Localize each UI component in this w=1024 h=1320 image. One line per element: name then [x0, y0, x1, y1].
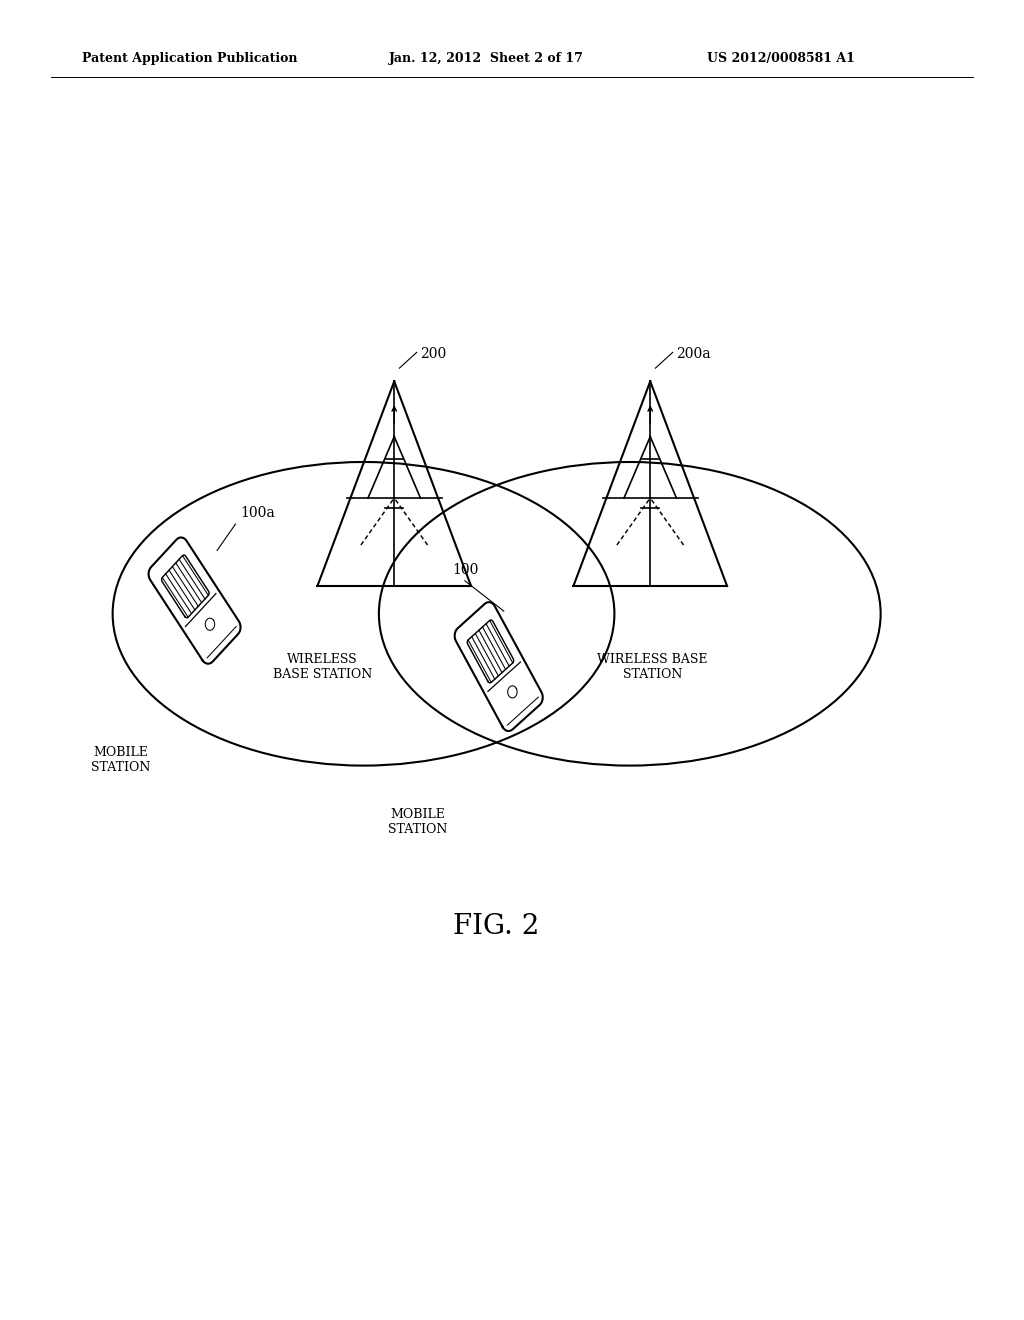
Text: MOBILE
STATION: MOBILE STATION: [388, 808, 447, 836]
Text: Patent Application Publication: Patent Application Publication: [82, 51, 297, 65]
Text: US 2012/0008581 A1: US 2012/0008581 A1: [707, 51, 854, 65]
Text: WIRELESS
BASE STATION: WIRELESS BASE STATION: [273, 653, 372, 681]
Text: 200: 200: [420, 347, 446, 360]
Text: Jan. 12, 2012  Sheet 2 of 17: Jan. 12, 2012 Sheet 2 of 17: [389, 51, 584, 65]
Text: WIRELESS BASE
STATION: WIRELESS BASE STATION: [597, 653, 708, 681]
Text: 100a: 100a: [241, 507, 275, 520]
Text: 100: 100: [453, 564, 479, 577]
Text: MOBILE
STATION: MOBILE STATION: [91, 746, 151, 774]
Text: 200a: 200a: [676, 347, 711, 360]
Text: FIG. 2: FIG. 2: [454, 913, 540, 940]
